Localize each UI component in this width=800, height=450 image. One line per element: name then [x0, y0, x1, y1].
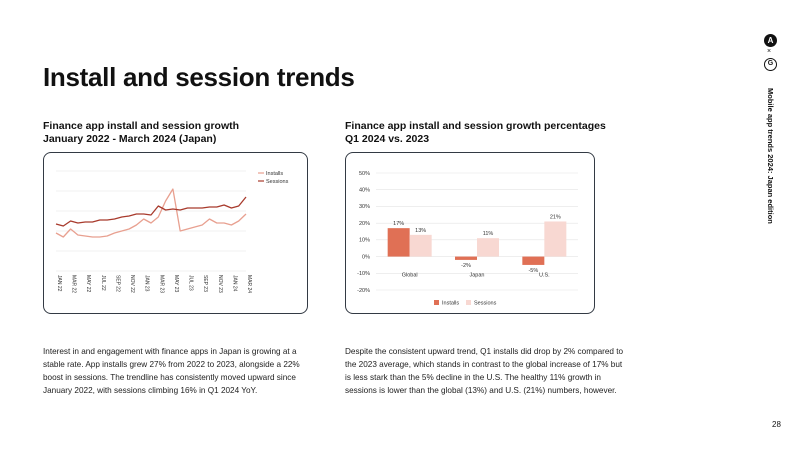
y-tick-label: 50% [359, 171, 370, 177]
bar-sessions [477, 238, 499, 257]
bar-chart: 50% 40% 30% 20% 10% 0% -10% -20% 17% 13% Global -2%… [357, 171, 578, 307]
legend-label-sessions: Sessions [474, 301, 497, 307]
x-tick-label: NOV 23 [217, 275, 223, 293]
bar-sessions [544, 221, 567, 257]
left-chart-title: Finance app install and session growth [43, 120, 240, 132]
y-tick-label: 40% [359, 188, 370, 194]
right-chart-subtitle: Q1 2024 vs. 2023 [345, 133, 430, 145]
y-tick-label: 20% [359, 221, 370, 227]
left-chart-subtitle: January 2022 - March 2024 (Japan) [43, 133, 217, 145]
data-label: -2% [461, 263, 471, 269]
cross-icon: × [767, 48, 772, 55]
data-label: 13% [415, 228, 426, 234]
x-tick-label: JAN 23 [144, 275, 150, 292]
bar-installs [522, 256, 545, 265]
legend-swatch-sessions [466, 300, 471, 305]
side-report-title: Mobile app trends 2024: Japan edition [766, 88, 775, 224]
legend-label-installs: Installs [266, 171, 283, 177]
x-tick-label: SEP 22 [114, 275, 120, 292]
x-tick-label: JUL 23 [188, 275, 194, 291]
legend-label-installs: Installs [442, 301, 459, 307]
legend-swatch-installs [434, 300, 439, 305]
x-tick-label: JUL 22 [100, 275, 106, 291]
y-tick-label: 0% [362, 254, 370, 260]
category-label: U.S. [539, 273, 550, 279]
line-chart: JAN 22 MAR 22 MAY 22 JUL 22 SEP 22 NOV 22 JAN … [55, 170, 289, 293]
bar-sessions [409, 234, 432, 257]
y-tick-label: -10% [357, 271, 370, 277]
x-tick-label: MAY 22 [85, 275, 91, 293]
data-label: 21% [550, 214, 561, 220]
category-label: Global [402, 273, 418, 279]
x-tick-label: MAR 24 [246, 275, 252, 293]
y-tick-label: -20% [357, 288, 370, 294]
series-line-sessions [55, 196, 247, 227]
bar-chart-card: 50% 40% 30% 20% 10% 0% -10% -20% 17% 13% Global -2%… [345, 152, 595, 314]
page-title: Install and session trends [43, 62, 355, 92]
legend-label-sessions: Sessions [266, 179, 289, 185]
right-chart-heading: Finance app install and session growth p… [345, 120, 606, 146]
y-tick-label: 10% [359, 238, 370, 244]
brand-g-logo: G [764, 58, 777, 71]
x-tick-label: MAY 23 [173, 275, 179, 293]
page-number: 28 [772, 420, 781, 429]
x-tick-label: MAR 23 [158, 275, 164, 293]
bar-installs [387, 228, 410, 257]
left-chart-heading: Finance app install and session growth J… [43, 120, 239, 146]
series-line-installs [55, 188, 247, 238]
x-tick-label: MAR 22 [71, 275, 77, 293]
x-tick-label: JAN 24 [231, 275, 237, 292]
right-body-text: Despite the consistent upward trend, Q1 … [345, 347, 624, 395]
category-label: Japan [470, 273, 485, 279]
data-label: 17% [393, 221, 404, 227]
x-tick-label: SEP 23 [202, 275, 208, 292]
x-tick-label: NOV 22 [129, 275, 135, 293]
y-tick-label: 30% [359, 204, 370, 210]
brand-a-logo: A [764, 34, 777, 47]
x-tick-label: JAN 22 [56, 275, 62, 292]
left-body-text: Interest in and engagement with finance … [43, 347, 300, 395]
data-label: 11% [483, 231, 494, 237]
line-chart-card: JAN 22 MAR 22 MAY 22 JUL 22 SEP 22 NOV 22 JAN … [43, 152, 308, 314]
right-chart-title: Finance app install and session growth p… [345, 120, 606, 132]
data-label: -5% [528, 268, 538, 274]
bar-installs [455, 256, 477, 260]
